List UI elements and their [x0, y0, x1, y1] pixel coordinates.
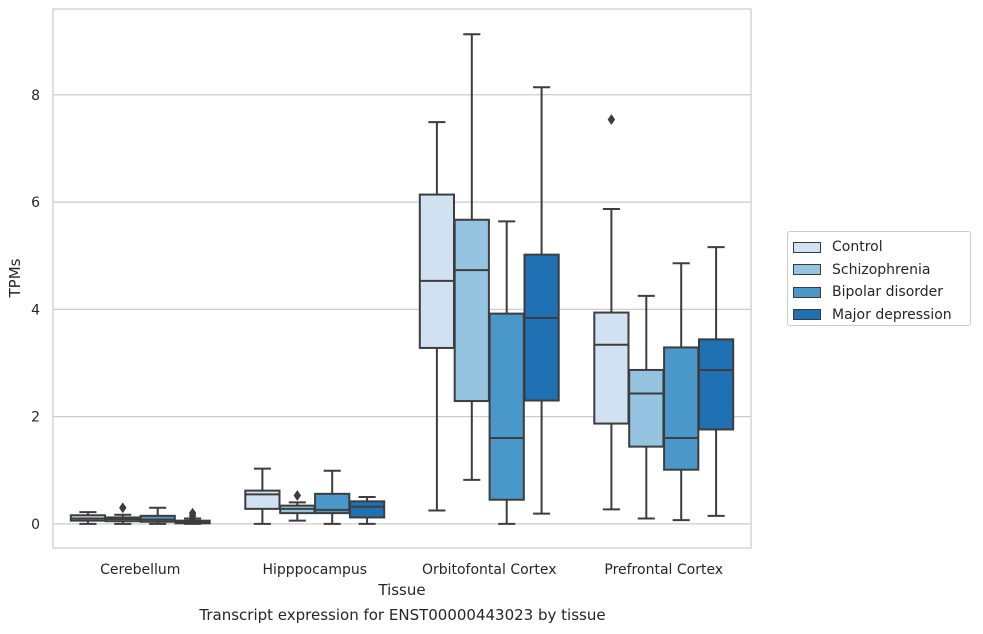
box-control [244, 467, 281, 525]
x-tick-label: Prefrontal Cortex [604, 562, 723, 578]
y-tick-label: 8 [31, 88, 40, 104]
legend-label-schizophrenia: Schizophrenia [832, 261, 931, 278]
legend-swatch-bipolar-disorder [793, 286, 821, 298]
box-control [69, 511, 107, 525]
outlier-point [293, 490, 302, 501]
box-iqr [453, 218, 490, 403]
box-bipolar-disorder [314, 469, 351, 525]
box-iqr [697, 338, 735, 431]
box-iqr [523, 253, 560, 402]
box-iqr [488, 312, 525, 501]
y-axis-label: TPMs [6, 258, 24, 298]
y-tick-label: 6 [31, 195, 40, 211]
legend-item-control: Control [793, 236, 970, 259]
x-axis-label: Tissue [377, 581, 425, 599]
y-tick-label: 0 [31, 517, 40, 533]
x-tick-label: Cerebellum [100, 562, 180, 578]
outlier-point [188, 507, 197, 519]
box-bipolar-disorder [488, 220, 525, 525]
box-schizophrenia [104, 502, 141, 525]
box-bipolar-disorder [663, 262, 700, 522]
y-tick-label: 4 [31, 302, 40, 318]
box-control [593, 114, 630, 511]
y-tick-labels: 0 2 4 6 8 [31, 88, 40, 533]
box-iqr [593, 311, 630, 425]
box-iqr [663, 346, 700, 471]
outlier-point [607, 114, 616, 125]
box-schizophrenia [453, 33, 490, 481]
box-major-depression [174, 507, 211, 525]
legend-label-control: Control [832, 239, 883, 256]
box-major-depression [348, 496, 386, 525]
box-iqr [348, 500, 386, 519]
outlier-point [119, 502, 127, 514]
plot-area-frame [52, 8, 752, 549]
box-major-depression [697, 246, 735, 517]
legend-item-major-depression: Major depression [793, 304, 970, 327]
legend-item-bipolar-disorder: Bipolar disorder [793, 281, 970, 304]
legend-swatch-major-depression [793, 309, 821, 321]
x-tick-label: Hipppocampus [262, 562, 367, 578]
box-control [418, 121, 456, 512]
box-iqr [418, 193, 456, 349]
legend-label-major-depression: Major depression [832, 306, 952, 323]
y-tick-label: 2 [31, 410, 40, 426]
box-plots [69, 33, 735, 525]
x-tick-label: Orbitofontal Cortex [422, 562, 557, 578]
legend-swatch-schizophrenia [793, 264, 821, 276]
box-iqr [628, 368, 665, 448]
chart-caption: Transcript expression for ENST0000044302… [199, 606, 606, 624]
legend: Control Schizophrenia Bipolar disorder M… [787, 231, 971, 326]
box-schizophrenia [628, 294, 665, 520]
box-major-depression [523, 86, 560, 515]
box-iqr [244, 489, 281, 510]
legend-item-schizophrenia: Schizophrenia [793, 259, 970, 282]
legend-swatch-control [793, 241, 821, 253]
box-bipolar-disorder [139, 506, 176, 525]
x-tick-labels: Cerebellum Hipppocampus Orbitofontal Corte… [100, 562, 723, 578]
legend-label-bipolar-disorder: Bipolar disorder [832, 284, 944, 301]
box-schizophrenia [279, 490, 316, 522]
